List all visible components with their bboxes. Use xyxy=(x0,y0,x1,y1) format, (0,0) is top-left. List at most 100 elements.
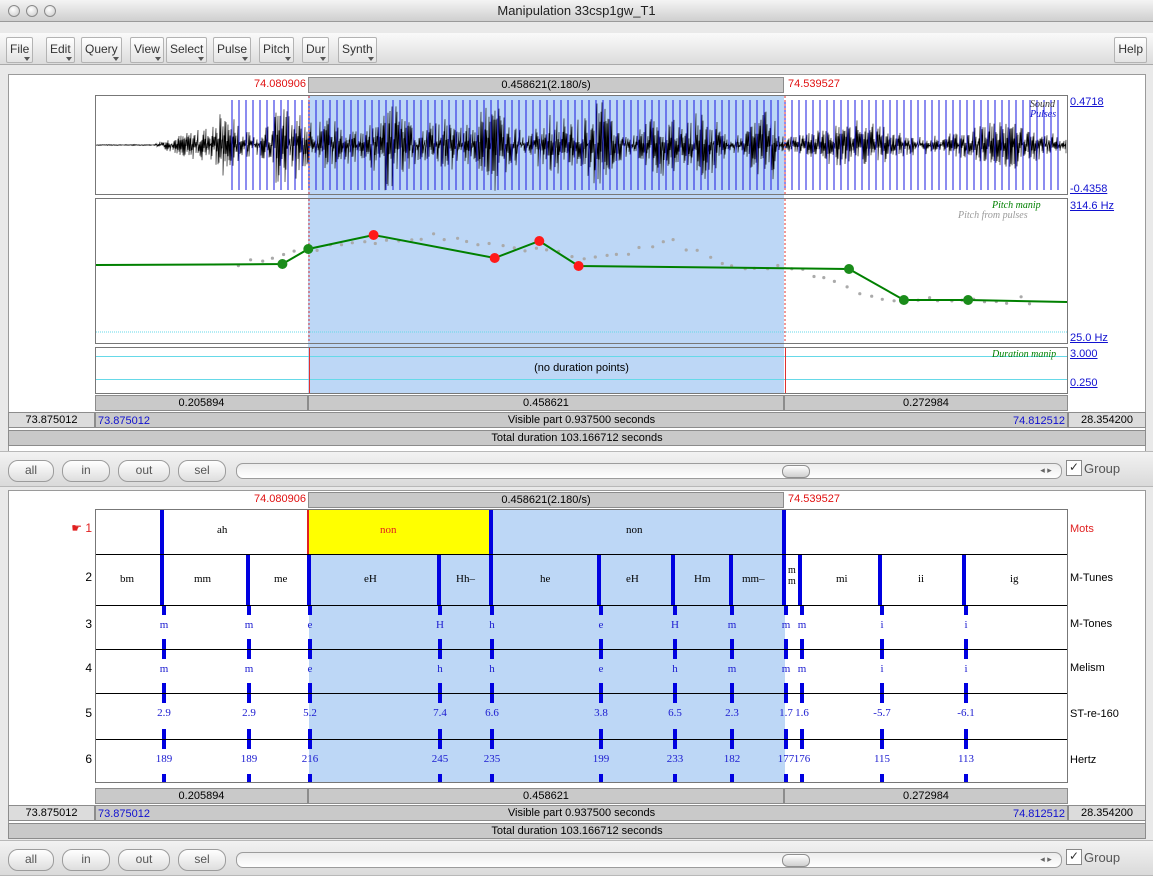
menu-select[interactable]: Select xyxy=(166,37,208,63)
tg-zoom-all-button[interactable]: all xyxy=(8,849,54,871)
tier6-point-mark[interactable] xyxy=(438,740,442,749)
highlighted-interval[interactable] xyxy=(307,510,491,554)
tier6-point-mark[interactable] xyxy=(162,740,166,749)
segment-before[interactable]: 0.205894 xyxy=(95,395,308,411)
tier5-name[interactable]: ST-re-160 xyxy=(1070,708,1119,720)
tier5-point-mark[interactable] xyxy=(880,729,884,739)
tier4-point-mark[interactable] xyxy=(800,683,804,693)
tier4-point-mark[interactable] xyxy=(308,683,312,693)
zoom-sel-button[interactable]: sel xyxy=(178,460,226,482)
menu-query[interactable]: Query xyxy=(81,37,122,63)
tier5-point-mark[interactable] xyxy=(162,729,166,739)
tier1-interval-label[interactable]: ah xyxy=(217,524,228,536)
tier6-point-mark[interactable] xyxy=(964,774,968,782)
tg-segment-before[interactable]: 0.205894 xyxy=(95,788,308,804)
tier6-point-mark[interactable] xyxy=(964,740,968,749)
menu-pulse[interactable]: Pulse xyxy=(213,37,252,63)
tier3-point-mark[interactable] xyxy=(438,606,442,615)
menu-edit[interactable]: Edit xyxy=(46,37,75,63)
tier2-boundary[interactable] xyxy=(671,555,675,605)
tier1-boundary[interactable] xyxy=(160,510,164,554)
selection-length-bar[interactable]: 0.458621(2.180/s) xyxy=(308,77,784,93)
tier3-point-mark[interactable] xyxy=(308,639,312,649)
menu-file[interactable]: File xyxy=(6,37,34,63)
tier4-point-mark[interactable] xyxy=(438,650,442,659)
tier3-point-mark[interactable] xyxy=(162,606,166,615)
tier4-point-mark[interactable] xyxy=(730,650,734,659)
tier3-point-mark[interactable] xyxy=(730,639,734,649)
tier4-point-mark[interactable] xyxy=(599,650,603,659)
tier3-point-mark[interactable] xyxy=(490,639,494,649)
tier6-point-mark[interactable] xyxy=(800,774,804,782)
tier3-point-mark[interactable] xyxy=(490,606,494,615)
tier6-point-mark[interactable] xyxy=(784,774,788,782)
tg-segment-after[interactable]: 0.272984 xyxy=(784,788,1068,804)
tier3-point-mark[interactable] xyxy=(308,606,312,615)
tier4-point-mark[interactable] xyxy=(784,683,788,693)
tier6-point-mark[interactable] xyxy=(490,740,494,749)
tg-scrollbar-thumb[interactable] xyxy=(782,854,810,867)
tier2-boundary[interactable] xyxy=(782,555,786,605)
tier6-point-mark[interactable] xyxy=(599,774,603,782)
tg-selection-length-bar[interactable]: 0.458621(2.180/s) xyxy=(308,492,784,508)
tier6-number[interactable]: 6 xyxy=(85,752,92,766)
tier5-point-mark[interactable] xyxy=(673,694,677,703)
tier5-point-mark[interactable] xyxy=(800,729,804,739)
zoom-in-button[interactable]: in xyxy=(62,460,110,482)
segment-after[interactable]: 0.272984 xyxy=(784,395,1068,411)
tier2-boundary[interactable] xyxy=(962,555,966,605)
tg-window-start-time[interactable]: 73.875012 xyxy=(8,805,95,821)
tier4-point-mark[interactable] xyxy=(162,683,166,693)
tier3-name[interactable]: M-Tones xyxy=(1070,618,1113,630)
tg-total-duration-bar[interactable]: Total duration 103.166712 seconds xyxy=(8,823,1146,839)
tier5-point-mark[interactable] xyxy=(308,694,312,703)
visible-part-bar[interactable]: 73.875012 Visible part 0.937500 seconds … xyxy=(95,412,1068,428)
tier6-point-mark[interactable] xyxy=(162,774,166,782)
tier2-boundary[interactable] xyxy=(798,555,802,605)
close-window-button[interactable] xyxy=(8,5,20,17)
menu-synth[interactable]: Synth xyxy=(338,37,377,63)
tier6-point-mark[interactable] xyxy=(308,774,312,782)
tier2-boundary[interactable] xyxy=(878,555,882,605)
tier2-boundary[interactable] xyxy=(307,555,311,605)
tier5-point-mark[interactable] xyxy=(730,729,734,739)
tier3-point-mark[interactable] xyxy=(880,639,884,649)
window-start-time[interactable]: 73.875012 xyxy=(8,412,95,428)
tier5-point-mark[interactable] xyxy=(438,694,442,703)
tier4-point-mark[interactable] xyxy=(730,683,734,693)
tier4-point-mark[interactable] xyxy=(247,683,251,693)
pitch-point-selected[interactable] xyxy=(489,253,500,263)
scrollbar-thumb[interactable] xyxy=(782,465,810,478)
tier6-point-mark[interactable] xyxy=(784,740,788,749)
tier6-point-mark[interactable] xyxy=(880,774,884,782)
tier3-point-mark[interactable] xyxy=(599,606,603,615)
tier4-point-mark[interactable] xyxy=(800,650,804,659)
tier2-number[interactable]: 2 xyxy=(85,570,92,584)
horizontal-scrollbar[interactable] xyxy=(236,463,1062,479)
tier5-point-mark[interactable] xyxy=(784,729,788,739)
tier4-point-mark[interactable] xyxy=(438,683,442,693)
tier3-point-mark[interactable] xyxy=(964,639,968,649)
tier1-boundary[interactable] xyxy=(489,510,493,554)
tier5-point-mark[interactable] xyxy=(730,694,734,703)
pitch-point[interactable] xyxy=(844,264,854,274)
zoom-all-button[interactable]: all xyxy=(8,460,54,482)
tier6-point-mark[interactable] xyxy=(599,740,603,749)
tier4-point-mark[interactable] xyxy=(247,650,251,659)
tier3-point-mark[interactable] xyxy=(162,639,166,649)
segment-selection[interactable]: 0.458621 xyxy=(308,395,784,411)
tier3-point-mark[interactable] xyxy=(599,639,603,649)
tier3-point-mark[interactable] xyxy=(247,606,251,615)
tg-group-checkbox[interactable]: ✓ xyxy=(1066,849,1082,865)
tier6-point-mark[interactable] xyxy=(247,740,251,749)
tier4-point-mark[interactable] xyxy=(964,650,968,659)
scroll-arrows-icon[interactable]: ◂ ▸ xyxy=(1040,465,1052,475)
waveform-area[interactable] xyxy=(95,95,1068,195)
window-end-time[interactable]: 28.354200 xyxy=(1068,412,1146,428)
tier2-name[interactable]: M-Tunes xyxy=(1070,572,1113,584)
tier2-boundary[interactable] xyxy=(246,555,250,605)
menu-dur[interactable]: Dur xyxy=(302,37,330,63)
tg-scroll-arrows-icon[interactable]: ◂ ▸ xyxy=(1040,854,1052,864)
tier2-boundary[interactable] xyxy=(437,555,441,605)
tier3-point-mark[interactable] xyxy=(438,639,442,649)
